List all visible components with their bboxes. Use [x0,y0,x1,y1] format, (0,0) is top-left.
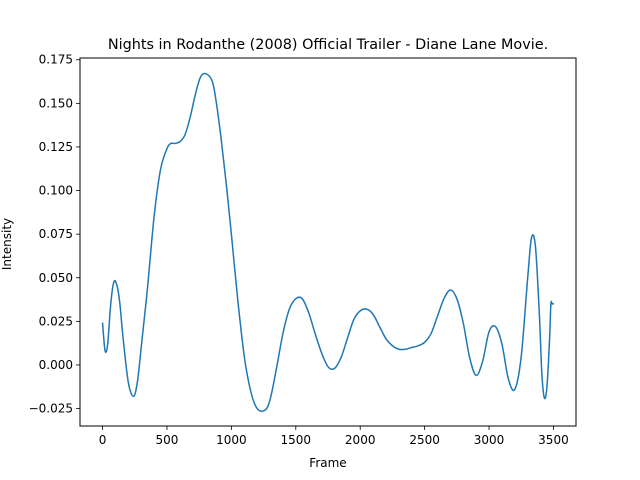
x-tick-label: 2500 [409,433,440,447]
y-tick-label: 0.025 [39,314,73,328]
x-tick-label: 1000 [216,433,247,447]
y-axis-ticks: −0.025 0.000 0.025 0.050 0.075 0.100 0.125 0.15… [29,53,80,416]
y-axis-label: Intensity [0,218,14,270]
chart-title: Nights in Rodanthe (2008) Official Trail… [108,37,548,53]
x-axis-ticks: 0 500 1000 1500 2000 2500 3000 3500 [99,426,569,447]
y-tick-label: 0.075 [39,227,73,241]
y-tick-label: 0.150 [39,96,73,110]
y-tick-label: 0.125 [39,140,73,154]
series-layer [101,72,555,412]
x-tick-label: 3500 [538,433,569,447]
x-tick-label: 0 [99,433,107,447]
y-tick-label: 0.050 [39,271,73,285]
x-tick-label: 2000 [345,433,376,447]
y-tick-label: 0.175 [39,53,73,67]
plot-frame [79,57,577,427]
y-tick-label: 0.100 [39,184,73,198]
y-tick-label: −0.025 [29,402,73,416]
x-tick-label: 3000 [474,433,505,447]
x-axis-label: Frame [309,456,346,470]
x-tick-label: 1500 [281,433,312,447]
y-tick-label: 0.000 [39,358,73,372]
series-line [101,72,555,412]
x-tick-label: 500 [156,433,179,447]
